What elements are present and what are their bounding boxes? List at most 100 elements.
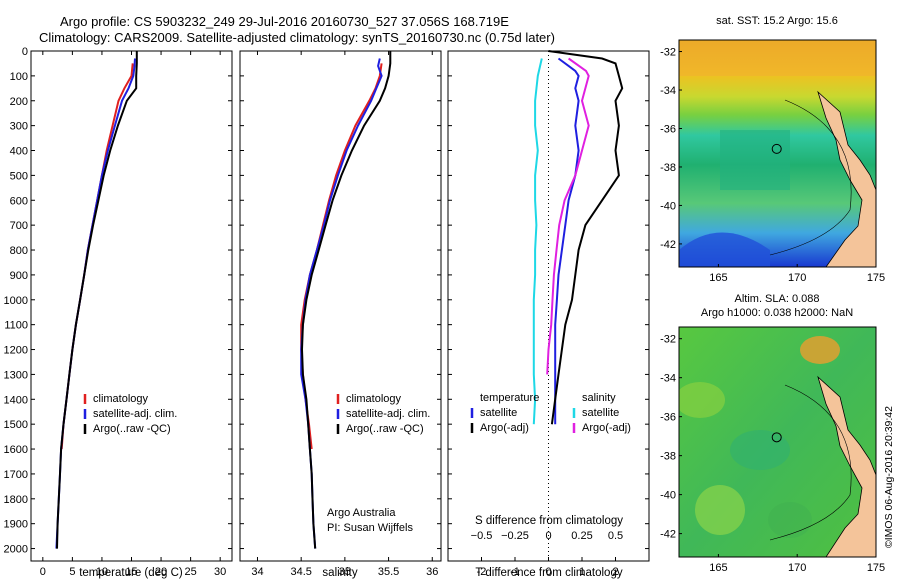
map-y-tick-label: -34 [660,373,676,385]
legend-label: Argo(-adj) [480,422,529,434]
argo-location-marker [771,432,782,443]
y-tick-label: 500 [10,170,28,182]
salinity-xlabel: salinity [322,567,357,579]
map-y-tick-label: -40 [660,490,676,502]
diff-line-salinity-argo-adj- [546,57,590,375]
x-tick-label: 20 [155,566,167,578]
map-x-tick-label: 165 [709,562,727,574]
legend-label: Argo(-adj) [582,422,631,434]
y-tick-label: 700 [10,220,28,232]
sla-map-title-line1: Altim. SLA: 0.088 [735,293,820,305]
map-x-tick-label: 165 [709,272,727,284]
legend-label: Argo(..raw -QC) [93,423,171,435]
map-y-tick-label: -40 [660,200,676,212]
map-y-tick-label: -42 [660,239,676,251]
x2-tick-label: 0.25 [571,530,592,542]
legend-label: climatology [93,393,149,405]
legend-label: satellite [480,407,517,419]
x2-tick-label: 0.5 [608,530,623,542]
y-tick-label: 300 [10,121,28,133]
x2-tick-label: −0.25 [501,530,529,542]
x2-tick-label: 0 [545,530,551,542]
x-tick-label: 30 [214,566,226,578]
pi-text: PI: Susan Wijffels [327,522,413,534]
map-y-tick-label: -38 [660,162,676,174]
legend-title: temperature [480,392,539,404]
map-y-tick-label: -36 [660,123,676,135]
map-y-tick-label: -42 [660,529,676,541]
y-tick-label: 1500 [4,419,28,431]
legend-label: Argo(..raw -QC) [346,423,424,435]
y-tick-label: 400 [10,146,28,158]
y-tick-label: 1400 [4,394,28,406]
x-tick-label: 34 [251,566,263,578]
map-y-tick-label: -38 [660,451,676,463]
series-line-satellite-adj-clim- [300,58,383,549]
y-tick-label: 2000 [4,544,28,556]
x-tick-label: 35.5 [378,566,399,578]
diff-line-temperature-satellite [554,57,580,425]
sla-map-title-line2: Argo h1000: 0.038 h2000: NaN [701,307,853,319]
legend-title: salinity [582,392,616,404]
sst-map-title: sat. SST: 15.2 Argo: 15.6 [716,15,838,27]
x-tick-label: 0 [545,566,551,578]
y-tick-label: 1300 [4,369,28,381]
diff-line-temperature-argo-adj- [548,50,624,425]
imos-stamp: ©IMOS 06-Aug-2016 20:39:42 [883,406,895,548]
x-tick-label: 36 [426,566,438,578]
series-line-climatology [60,63,134,450]
x-tick-label: 25 [184,566,196,578]
diff-line-salinity-satellite [532,58,543,425]
legend-label: satellite-adj. clim. [346,408,430,420]
map-x-tick-label: 175 [867,272,885,284]
legend-label: satellite-adj. clim. [93,408,177,420]
y-tick-label: 100 [10,71,28,83]
x-tick-label: -2 [477,566,487,578]
y-tick-label: 1800 [4,494,28,506]
y-tick-label: 1600 [4,444,28,456]
temperature-chart: 0100200300400500600700800900100011001200… [4,46,232,578]
y-tick-label: 200 [10,96,28,108]
map-y-tick-label: -34 [660,85,676,97]
credit-text: Argo Australia [327,507,396,519]
sla-map: Altim. SLA: 0.088 Argo h1000: 0.038 h200… [660,293,885,574]
x-tick-label: 10 [96,566,108,578]
y-tick-label: 1200 [4,345,28,357]
legend-label: climatology [346,393,402,405]
temperature-panel-frame [30,50,233,562]
y-tick-label: 1900 [4,519,28,531]
map-x-tick-label: 175 [867,562,885,574]
series-line-satellite-adj-clim- [55,58,136,549]
y-tick-label: 1100 [4,320,28,332]
salinity-panel-frame [239,50,442,562]
sst-map: sat. SST: 15.2 Argo: 15.6 165 170 175 -32 -3… [660,15,885,284]
x-tick-label: 5 [69,566,75,578]
y-tick-label: 1000 [4,295,28,307]
map-y-tick-label: -32 [660,47,676,59]
x-tick-label: 15 [125,566,137,578]
map-x-tick-label: 170 [788,562,806,574]
difference-chart: -2 -1 0 1 2 −0.5 −0.25 0 0.25 0.5 temperature satel… [448,50,649,578]
x-tick-label: 34.5 [290,566,311,578]
x2-tick-label: −0.5 [471,530,493,542]
y-tick-label: 800 [10,245,28,257]
temperature-xlabel: temperature (deg C) [79,567,183,579]
y-tick-label: 0 [22,46,28,58]
map-x-tick-label: 170 [788,272,806,284]
difference-xlabel: T difference from climatology [475,567,622,579]
argo-location-marker [771,143,782,154]
legend-label: satellite [582,407,619,419]
x-tick-label: -1 [510,566,520,578]
x-tick-label: 0 [40,566,46,578]
difference-x2label: S difference from climatology [475,515,623,527]
map-y-tick-label: -32 [660,334,676,346]
x-tick-label: 2 [612,566,618,578]
series-line-climatology [300,63,383,450]
series-line-argo-raw-qc- [300,51,392,549]
figure-title-line1: Argo profile: CS 5903232_249 29-Jul-2016… [60,14,509,29]
y-tick-label: 1700 [4,469,28,481]
x-tick-label: 35 [339,566,351,578]
x-tick-label: 1 [579,566,585,578]
y-tick-label: 600 [10,195,28,207]
